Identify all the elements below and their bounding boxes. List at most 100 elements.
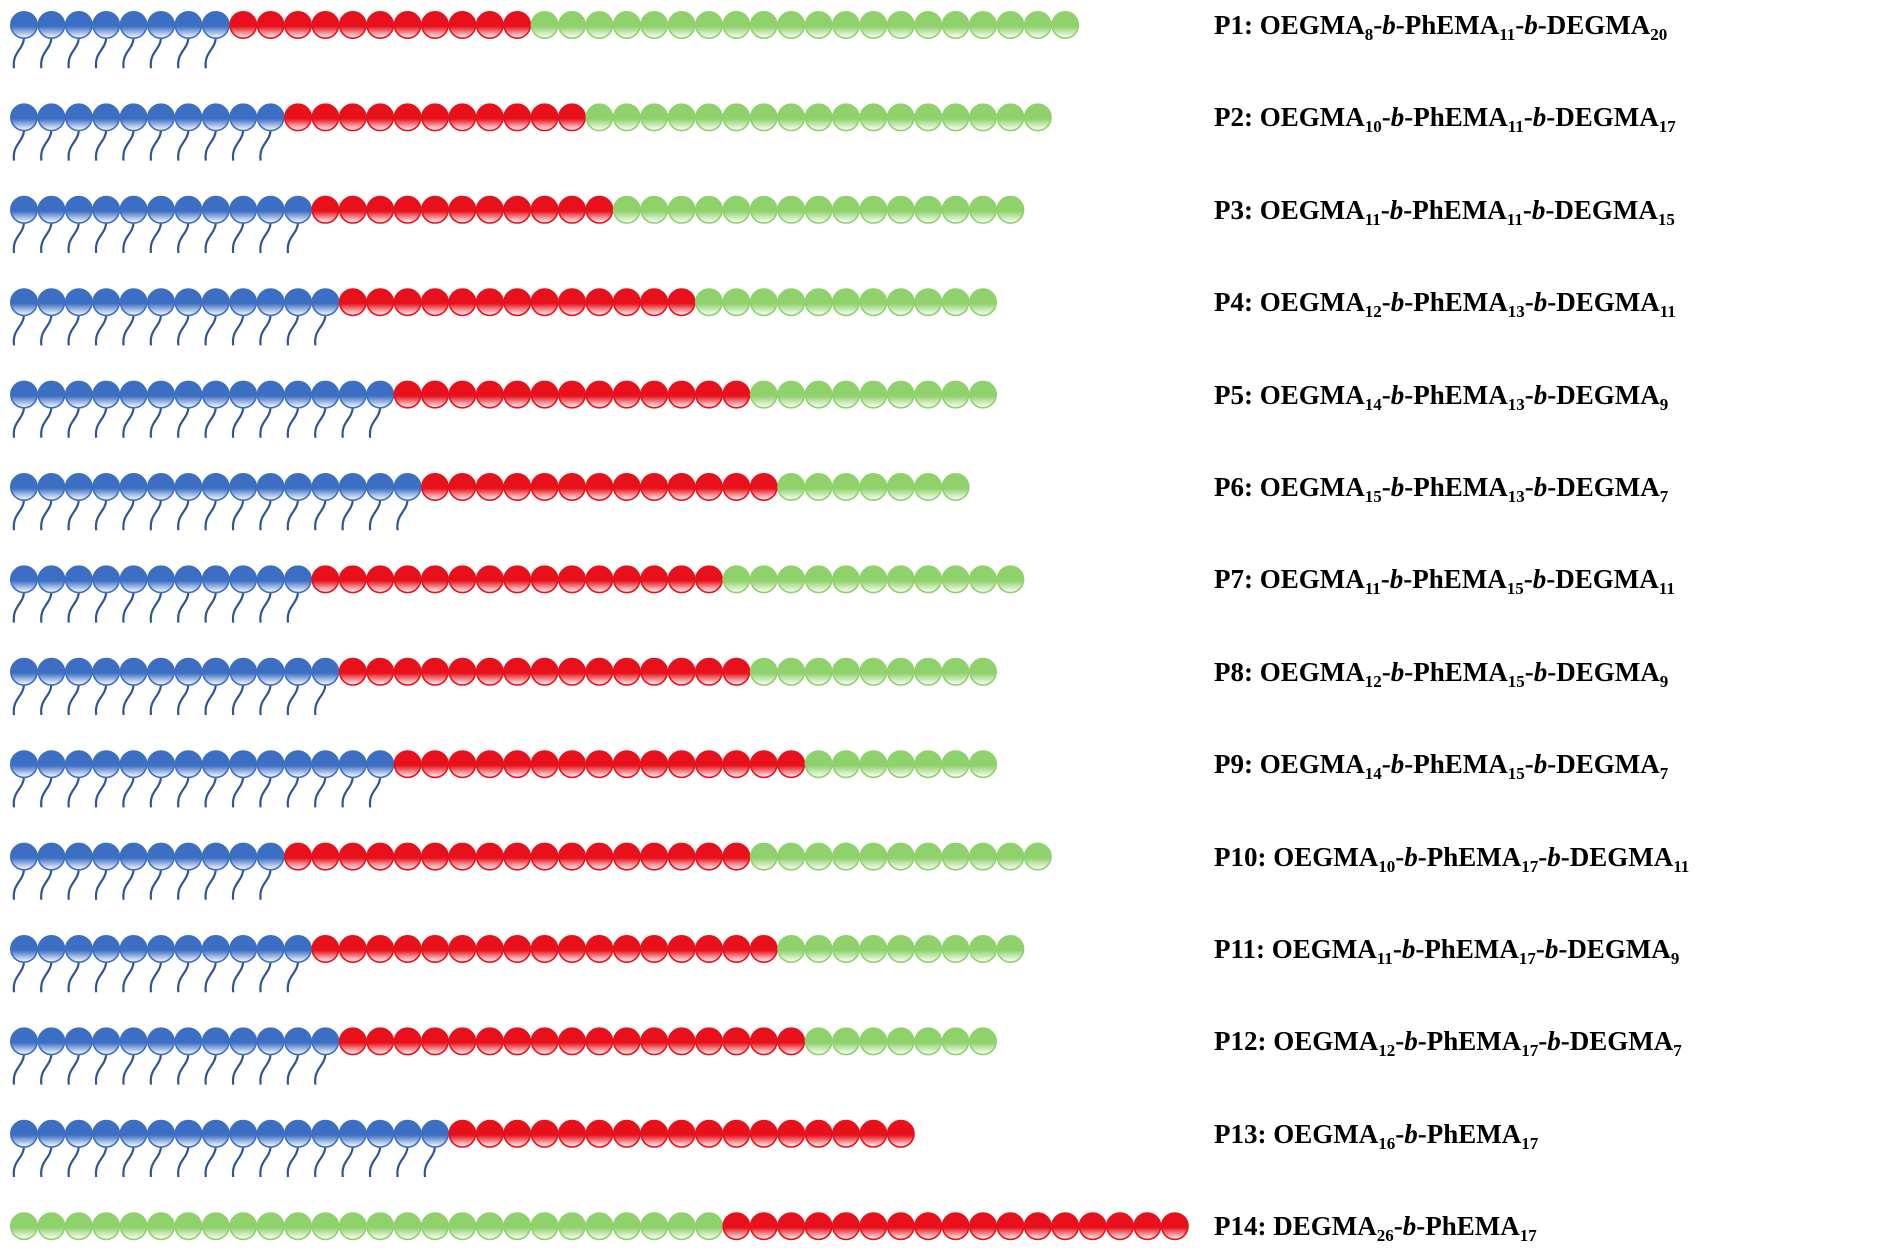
side-chain — [149, 1054, 163, 1085]
bead — [119, 657, 148, 686]
block-count: 12 — [1364, 302, 1382, 322]
bead — [859, 1119, 888, 1148]
side-chain — [286, 684, 300, 716]
bead — [530, 1119, 559, 1148]
bead — [585, 195, 614, 224]
bead — [229, 11, 258, 39]
block-count: 13 — [1507, 394, 1525, 414]
side-chain — [40, 500, 53, 531]
block-count: 11 — [1507, 117, 1524, 137]
bead — [831, 565, 860, 594]
link-dash: - — [1404, 379, 1414, 410]
bead — [914, 1212, 943, 1241]
side-chain — [94, 869, 108, 900]
bead — [283, 934, 312, 963]
bead — [475, 1212, 504, 1241]
bead — [804, 472, 833, 501]
bead — [694, 657, 723, 686]
side-chain — [368, 500, 382, 531]
bead — [475, 380, 504, 409]
block-count: 11 — [1506, 209, 1523, 229]
bead — [503, 1212, 532, 1241]
bead — [530, 1212, 559, 1241]
block — [10, 472, 422, 531]
bead — [92, 103, 121, 132]
side-chain — [67, 777, 80, 808]
chain-label: P3: OEGMA11-b-PhEMA11-b-DEGMA15 — [1214, 195, 1675, 228]
bead — [749, 195, 778, 224]
block-count: 11 — [1659, 302, 1676, 322]
bead — [530, 103, 559, 132]
side-chain — [149, 38, 163, 69]
bead — [612, 472, 641, 501]
bead — [968, 657, 997, 686]
side-chain — [40, 684, 53, 716]
bead — [749, 750, 778, 779]
bead — [612, 1119, 641, 1148]
side-chain — [259, 315, 272, 346]
side-chain — [40, 1054, 53, 1085]
chain-id: P9: — [1214, 749, 1253, 780]
bead — [229, 103, 258, 132]
bead — [503, 103, 532, 132]
bead — [667, 195, 696, 224]
side-chain — [12, 1054, 26, 1085]
bead — [859, 288, 888, 317]
side-chain — [94, 1146, 108, 1178]
chain-label: P1: OEGMA8-b-PhEMA11-b-DEGMA20 — [1214, 10, 1667, 43]
side-chain — [12, 1146, 26, 1178]
bead — [147, 750, 176, 779]
monomer-name: DEGMA — [1555, 564, 1659, 595]
bead — [503, 842, 532, 871]
bead — [722, 842, 751, 871]
block — [283, 842, 751, 871]
bead — [64, 380, 93, 409]
chain-label: P7: OEGMA11-b-PhEMA15-b-DEGMA11 — [1214, 564, 1675, 597]
side-chain — [177, 407, 190, 438]
side-chain — [12, 777, 26, 808]
bead — [640, 11, 669, 39]
bead — [503, 750, 532, 779]
bead — [612, 195, 641, 224]
bead — [1133, 1212, 1162, 1241]
block-count: 17 — [1521, 856, 1539, 876]
side-chain — [67, 962, 80, 993]
side-chain — [314, 777, 327, 808]
bead — [256, 750, 285, 779]
side-chain — [177, 1146, 190, 1178]
block — [10, 1027, 340, 1085]
bead — [37, 842, 66, 871]
bead — [119, 565, 148, 594]
bead — [10, 565, 38, 594]
bead — [475, 103, 504, 132]
link-dash: - — [1535, 934, 1545, 964]
bead — [694, 1212, 723, 1241]
bead — [393, 1027, 422, 1056]
block — [448, 1119, 915, 1148]
bead — [831, 750, 860, 779]
bead — [1078, 1212, 1107, 1241]
bead — [174, 380, 203, 409]
bead — [448, 1212, 477, 1241]
bead — [640, 842, 669, 871]
bead — [393, 195, 422, 224]
side-chain — [149, 315, 163, 346]
bead — [914, 1027, 943, 1056]
side-chain — [94, 592, 108, 623]
monomer-name: OEGMA — [1259, 656, 1365, 687]
block-count: 13 — [1507, 302, 1525, 322]
bead — [201, 103, 230, 132]
chain-label: P9: OEGMA14-b-PhEMA15-b-DEGMA7 — [1214, 749, 1668, 782]
bead — [694, 934, 723, 963]
bead — [612, 103, 641, 132]
bead — [831, 11, 860, 39]
bead — [1023, 1212, 1052, 1241]
bead — [475, 934, 504, 963]
bead — [503, 1119, 532, 1148]
bead — [256, 195, 285, 224]
bead — [722, 472, 751, 501]
bead — [256, 103, 285, 132]
bead — [229, 380, 258, 409]
link-letter: b — [1390, 379, 1405, 410]
